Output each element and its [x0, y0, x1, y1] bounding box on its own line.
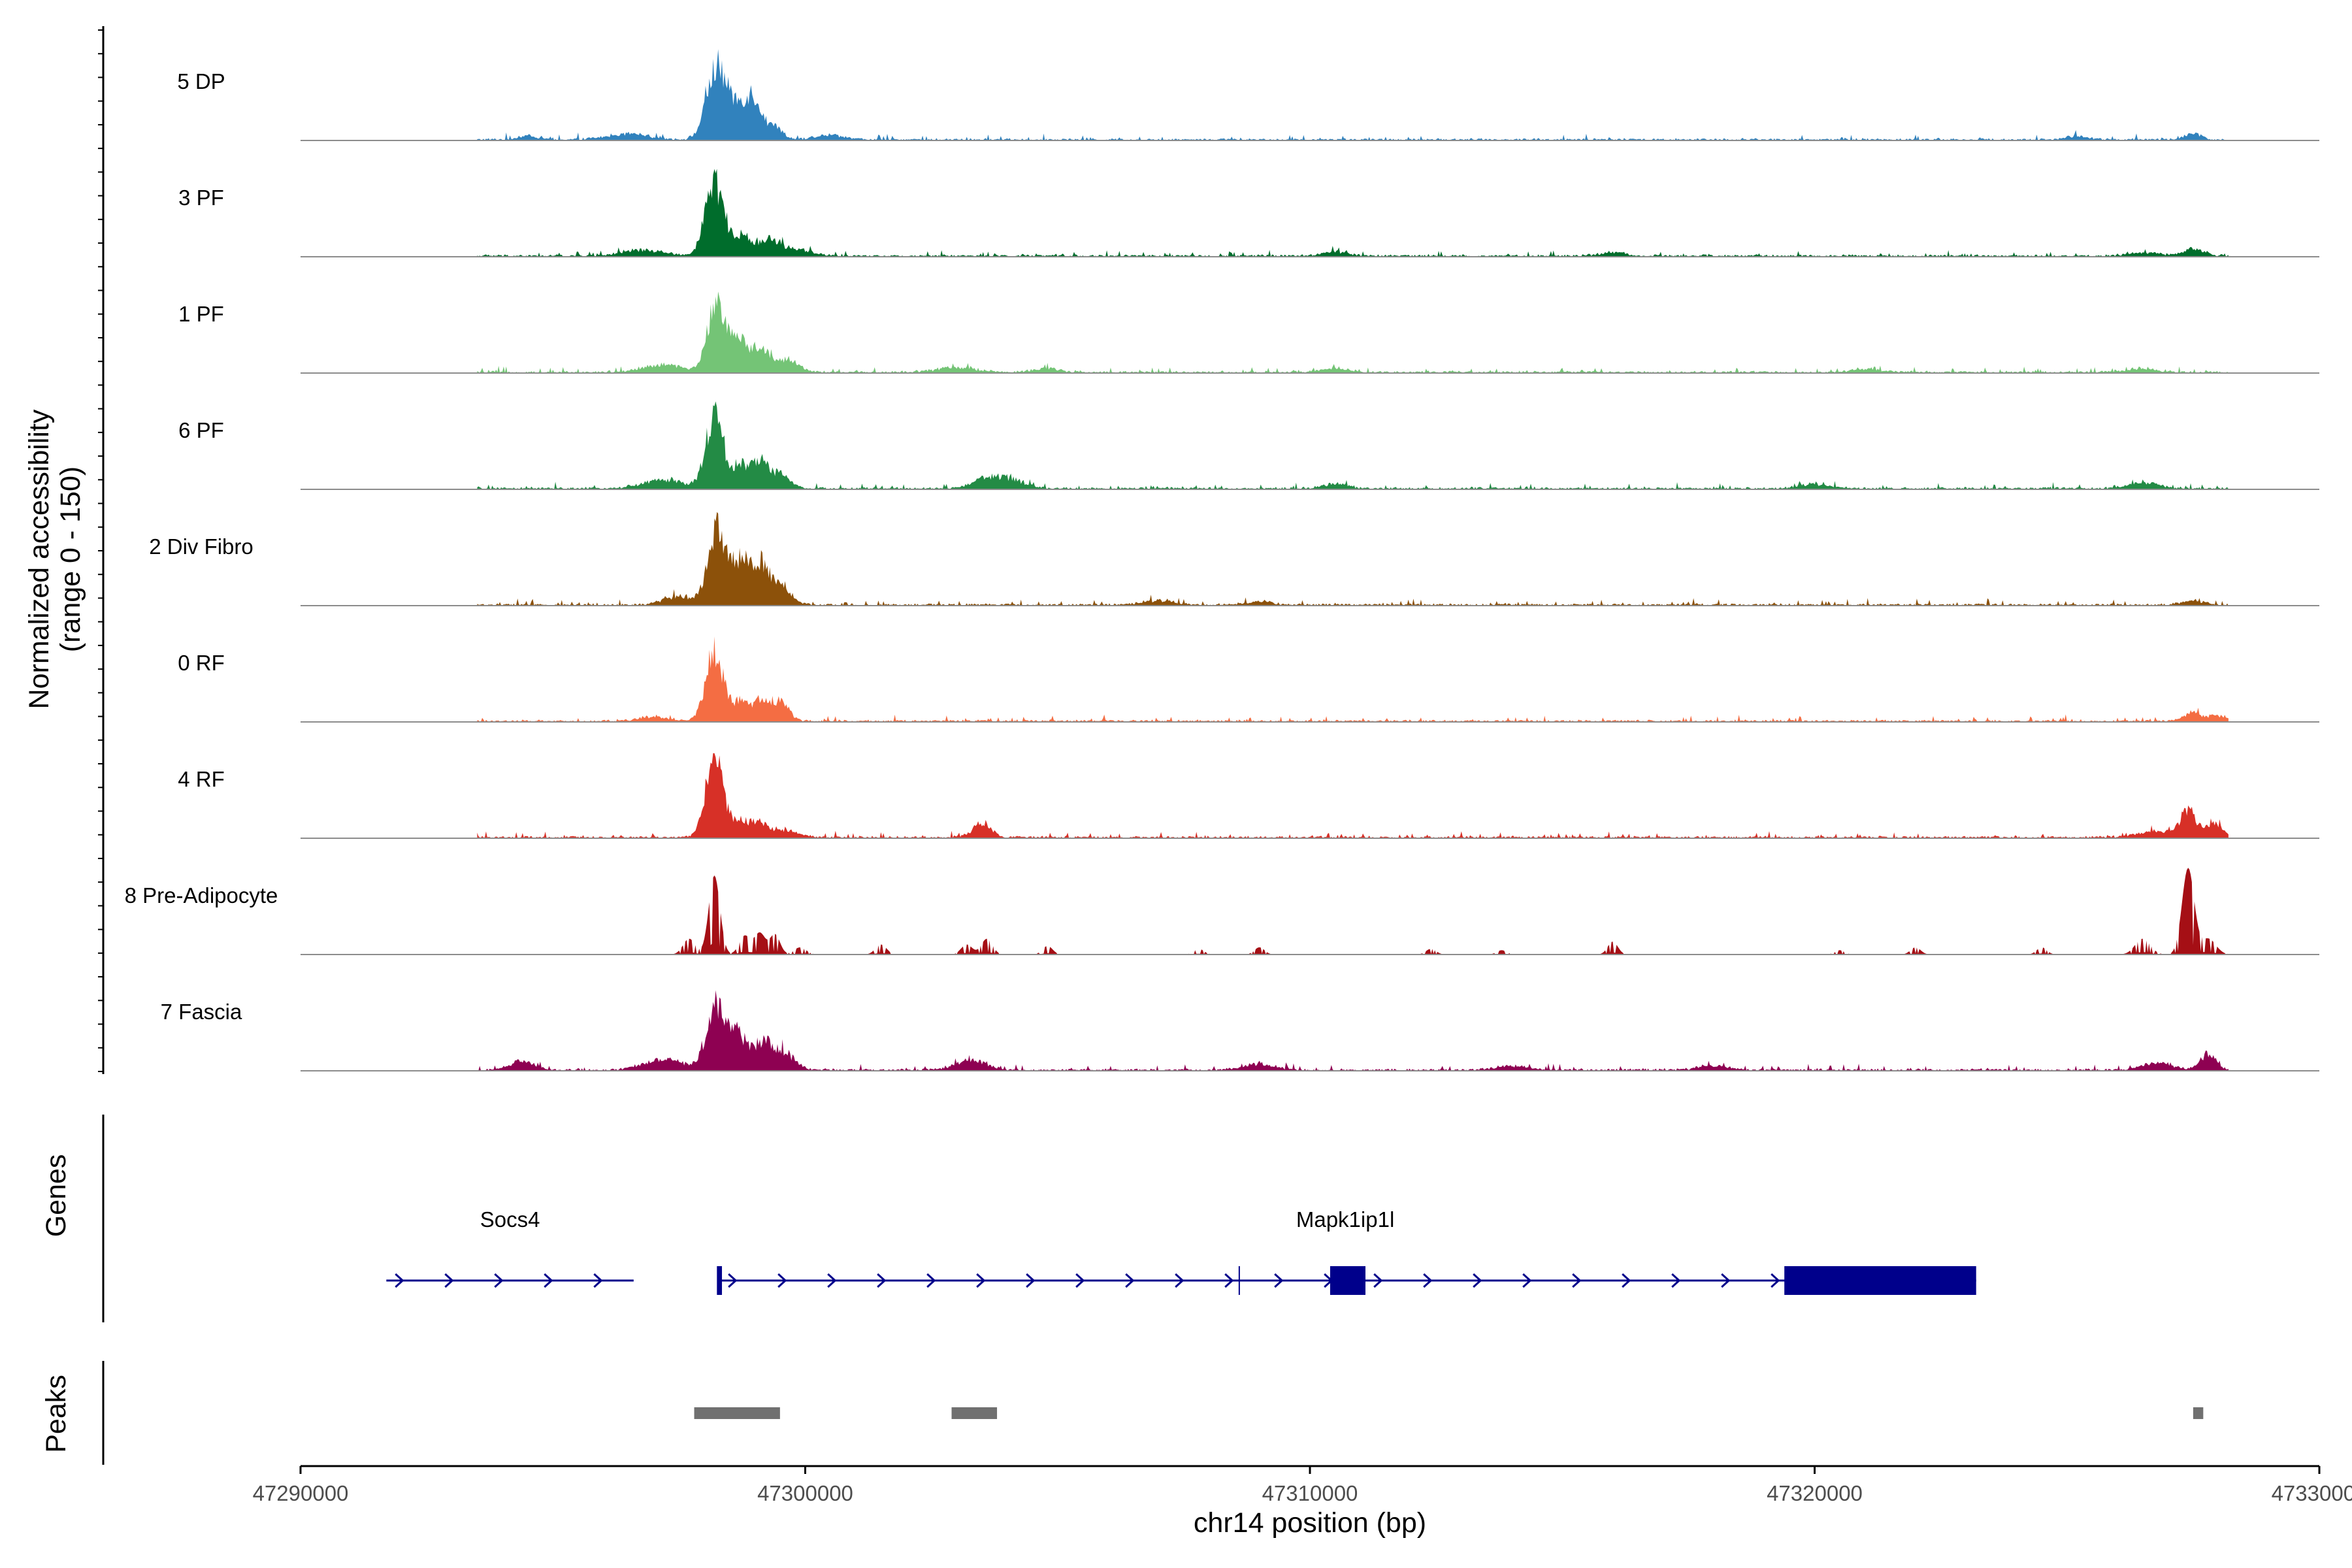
coverage-area-0-rf: [477, 636, 2229, 722]
x-tick-label: 47330000: [2272, 1481, 2352, 1505]
y-axis-range: (range 0 - 150): [55, 466, 86, 652]
track-4-rf: 4 RF: [178, 753, 2319, 839]
coverage-area-2-div-fibro: [477, 512, 2229, 606]
exon-block: [1330, 1266, 1365, 1295]
track-label-4-rf: 4 RF: [178, 767, 225, 791]
strand-arrow: [1473, 1273, 1482, 1288]
strand-arrow: [1373, 1273, 1383, 1288]
x-axis-title: chr14 position (bp): [1194, 1507, 1426, 1539]
track-0-rf: 0 RF: [178, 636, 2319, 723]
exon-block: [717, 1266, 723, 1295]
track-label-2-div-fibro: 2 Div Fibro: [149, 534, 253, 559]
track-label-3-pf: 3 PF: [178, 186, 224, 210]
genes-panel: Genes Socs4 Mapk1ip1l: [41, 1115, 1976, 1322]
strand-arrow: [926, 1273, 936, 1288]
peak-region: [951, 1407, 998, 1419]
track-label-6-pf: 6 PF: [178, 418, 224, 442]
strand-arrow: [1125, 1273, 1135, 1288]
strand-arrow: [395, 1273, 404, 1288]
strand-arrow: [1721, 1273, 1731, 1288]
strand-arrow: [1224, 1273, 1234, 1288]
exon-block: [1784, 1266, 1976, 1295]
track-label-7-fascia: 7 Fascia: [161, 1000, 242, 1024]
strand-arrow: [1075, 1273, 1085, 1288]
gene-socs4: Socs4: [386, 1207, 634, 1288]
track-7-fascia: 7 Fascia: [161, 990, 2319, 1071]
track-label-0-rf: 0 RF: [178, 651, 225, 675]
coverage-area-1-pf: [477, 291, 2229, 373]
strand-arrow: [1026, 1273, 1036, 1288]
genes-panel-label: Genes: [41, 1154, 72, 1237]
strand-arrow: [777, 1273, 787, 1288]
strand-arrow: [827, 1273, 837, 1288]
peak-region: [2193, 1407, 2204, 1419]
strand-arrow: [593, 1273, 603, 1288]
track-label-1-pf: 1 PF: [178, 302, 224, 326]
strand-arrow: [1671, 1273, 1681, 1288]
coverage-area-5-dp: [477, 49, 2229, 140]
x-tick-label: 47300000: [757, 1481, 853, 1505]
coverage-area-8-pre-adipocyte: [477, 868, 2229, 955]
x-tick-label: 47320000: [1767, 1481, 1863, 1505]
track-6-pf: 6 PF: [178, 401, 2319, 490]
track-1-pf: 1 PF: [178, 291, 2319, 374]
track-label-8-pre-adipocyte: 8 Pre-Adipocyte: [125, 883, 278, 907]
strand-arrow: [544, 1273, 553, 1288]
strand-arrow: [1771, 1273, 1780, 1288]
coverage-area-3-pf: [477, 169, 2229, 257]
coverage-area-4-rf: [477, 753, 2229, 838]
strand-arrow: [1622, 1273, 1631, 1288]
gene-label-socs4: Socs4: [480, 1207, 540, 1232]
coverage-tracks: 5 DP 3 PF 1 PF 6 PF 2 Div Fibro 0 RF 4 RF 8 Pre…: [125, 49, 2319, 1071]
gene-label-mapk1ip1l: Mapk1ip1l: [1296, 1207, 1394, 1232]
strand-arrow: [1175, 1273, 1184, 1288]
y-axis-title: Normalized accessibility: [24, 409, 55, 709]
peak-region: [694, 1407, 780, 1419]
track-3-pf: 3 PF: [178, 169, 2319, 257]
x-axis: 47290000 47300000 47310000 47320000 47330000: [253, 1465, 2352, 1505]
strand-arrow: [1274, 1273, 1284, 1288]
strand-arrow: [976, 1273, 986, 1288]
strand-arrow: [444, 1273, 454, 1288]
strand-arrow: [494, 1273, 504, 1288]
track-5-dp: 5 DP: [177, 49, 2319, 141]
gene-mapk1ip1l: Mapk1ip1l: [717, 1207, 1976, 1295]
strand-arrow: [1572, 1273, 1582, 1288]
track-label-5-dp: 5 DP: [177, 69, 225, 93]
strand-arrow: [877, 1273, 887, 1288]
peaks-panel: Peaks: [41, 1361, 2204, 1465]
strand-arrow: [1423, 1273, 1433, 1288]
track-8-pre-adipocyte: 8 Pre-Adipocyte: [125, 868, 2319, 955]
coverage-area-6-pf: [477, 401, 2229, 489]
coverage-area-7-fascia: [477, 990, 2229, 1071]
strand-arrow: [1522, 1273, 1532, 1288]
x-tick-label: 47310000: [1262, 1481, 1358, 1505]
track-2-div-fibro: 2 Div Fibro: [149, 512, 2319, 606]
peaks-panel-label: Peaks: [41, 1375, 72, 1453]
accessibility-y-axis: [98, 26, 105, 1074]
x-tick-label: 47290000: [253, 1481, 349, 1505]
strand-arrow: [728, 1273, 738, 1288]
